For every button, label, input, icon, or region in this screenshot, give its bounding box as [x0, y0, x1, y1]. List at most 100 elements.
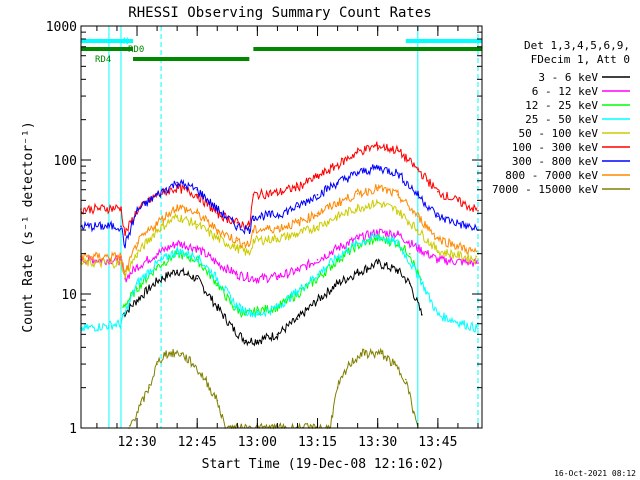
generated-timestamp: 16-Oct-2021 08:12 — [554, 469, 636, 478]
series-5-point-2 — [120, 262, 122, 264]
series-5-point-12 — [276, 237, 279, 240]
series-5-point-10 — [248, 252, 251, 255]
series-7-point-9 — [236, 225, 239, 228]
series-3-point-4 — [176, 252, 178, 255]
series-4-point-4 — [156, 262, 158, 264]
axis-ticks: 1 10 100 1000 12:30 12:45 13:00 13:15 13:30 13:45 — [46, 20, 482, 450]
series-8-point-9 — [236, 239, 239, 242]
series-6-point-20 — [437, 190, 439, 193]
series-1-point-17 — [409, 282, 411, 285]
series-2-point-7 — [196, 247, 198, 249]
series-4-point-8 — [236, 306, 239, 308]
series-1-point-7 — [232, 328, 235, 330]
series-line-2 — [80, 228, 478, 285]
series-3-point-8 — [244, 314, 247, 316]
series-5-point-8 — [216, 237, 219, 240]
legend-label-1: 3 - 6 keV — [538, 71, 598, 84]
series-4-point-14 — [356, 242, 359, 244]
series-5-point-19 — [417, 229, 419, 231]
series-7-point-17 — [376, 166, 379, 169]
series-2-point-8 — [216, 262, 219, 264]
series-9-point-18 — [413, 411, 415, 414]
series-1-point-18 — [421, 314, 423, 316]
series-5-point-14 — [316, 225, 319, 228]
series-line-5 — [80, 198, 478, 279]
series-8-point-10 — [248, 244, 251, 247]
series-9-point-16 — [393, 363, 395, 365]
series-8-point-5 — [156, 222, 158, 224]
series-7-point-15 — [336, 181, 339, 184]
series-4-point-2 — [120, 322, 122, 325]
series-4-point-17 — [417, 273, 419, 276]
series-line-4 — [80, 232, 478, 333]
series-7-point-2 — [120, 225, 122, 228]
series-8-point-18 — [397, 194, 399, 196]
series-5-point-17 — [376, 201, 379, 204]
legend: Det 1,3,4,5,6,9, FDecim 1, Att 0 3 - 6 k… — [492, 39, 630, 196]
series-4-point-9 — [256, 314, 259, 316]
x-tick-label: 12:30 — [117, 435, 156, 450]
series-3-point-14 — [356, 244, 359, 247]
plot-frame — [80, 25, 483, 429]
series-3-point-2 — [136, 287, 138, 290]
series-2-point-15 — [356, 237, 359, 240]
series-6-point-8 — [216, 212, 219, 215]
series-8-point-12 — [276, 227, 279, 229]
series-1-point-9 — [256, 339, 259, 342]
legend-label-6: 100 - 300 keV — [512, 141, 598, 154]
series-9-point-6 — [180, 352, 182, 355]
series-7-point-5 — [156, 194, 158, 196]
x-tick-label: 13:15 — [298, 435, 337, 450]
series-3-point-1 — [122, 306, 124, 308]
state-bar-label-rd4: RD4 — [95, 55, 111, 65]
series-7-point-16 — [356, 172, 359, 174]
y-tick-label: 1 — [69, 422, 77, 437]
series-8-point-17 — [376, 187, 379, 189]
series-9-point-14 — [360, 352, 363, 355]
series-2-point-12 — [296, 269, 299, 272]
series-8-point-20 — [437, 237, 439, 240]
series-2-point-4 — [136, 265, 138, 268]
series-9-point-9 — [216, 399, 219, 402]
series-6-point-3 — [124, 233, 126, 235]
series-1-point-4 — [176, 269, 178, 272]
series-2-point-13 — [316, 259, 319, 261]
legend-label-8: 800 - 7000 keV — [505, 169, 598, 182]
series-9-point-15 — [380, 352, 383, 355]
series-6-point-13 — [296, 186, 299, 188]
series-4-point-12 — [316, 273, 319, 276]
series-5-point-9 — [236, 247, 239, 249]
series-4-point-7 — [216, 277, 219, 280]
series-8-point-2 — [120, 255, 122, 258]
chart-title: RHESSI Observing Summary Count Rates — [128, 5, 431, 21]
series-6-point-21 — [477, 209, 479, 212]
series-8-point-19 — [417, 215, 419, 218]
series-2-point-18 — [417, 247, 419, 249]
series-7-point-14 — [316, 194, 319, 196]
series-7-point-3 — [124, 244, 126, 247]
series-2-point-17 — [397, 233, 399, 235]
series-line-1 — [122, 258, 423, 347]
state-bar-label-n: N — [123, 37, 128, 47]
x-tick-label: 13:00 — [238, 435, 277, 450]
series-9-point-7 — [192, 363, 194, 365]
series-4-point-19 — [477, 328, 479, 330]
series-1-point-16 — [397, 269, 399, 272]
series-6-point-15 — [336, 164, 339, 166]
legend-label-5: 50 - 100 keV — [519, 127, 599, 140]
series-4-point-13 — [336, 255, 339, 258]
series-4-point-5 — [176, 250, 178, 252]
series-6-point-16 — [356, 151, 359, 153]
series-5-point-5 — [156, 229, 158, 231]
series-7-point-4 — [136, 209, 138, 212]
series-3-point-7 — [232, 306, 235, 308]
series-5-point-6 — [176, 215, 178, 218]
series-2-point-16 — [376, 231, 379, 233]
series-5-point-13 — [296, 233, 299, 235]
state-bar-label-rd0: RD0 — [128, 45, 144, 55]
series-9-point-12 — [336, 386, 339, 389]
series-6-point-9 — [236, 222, 239, 224]
x-tick-label: 13:45 — [418, 435, 457, 450]
series-8-point-6 — [176, 205, 178, 208]
